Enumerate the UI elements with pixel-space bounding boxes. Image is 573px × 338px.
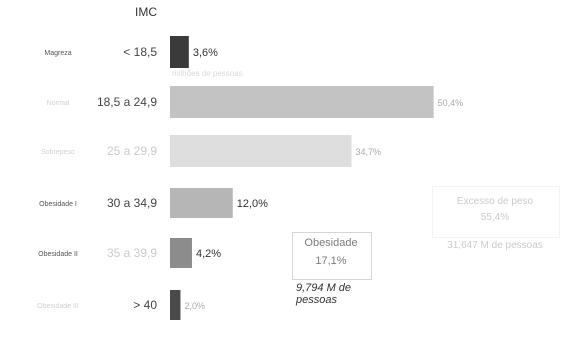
bar <box>170 135 352 167</box>
obesity-callout-label: Obesidade <box>304 237 358 249</box>
obesity-callout-note: 9,794 M de pessoas <box>296 282 352 306</box>
category-range: 35 a 39,9 <box>107 246 157 260</box>
chart-title: IMC <box>135 5 157 19</box>
category-name: Obesidade I <box>39 201 77 208</box>
overweight-callout-label: Excesso de peso <box>456 196 534 207</box>
category-range: < 18,5 <box>123 45 157 59</box>
overweight-callout-box <box>432 186 560 238</box>
value-label: 12,0% <box>237 198 268 210</box>
value-label: 3,6% <box>193 47 218 59</box>
category-name: Obesidade III <box>37 303 79 310</box>
category-range: 18,5 a 24,9 <box>97 95 157 109</box>
bar <box>170 36 189 68</box>
category-range: > 40 <box>133 298 157 312</box>
obesity-callout-box <box>292 232 372 280</box>
bar-rows: Magreza < 18,5 3,6% Normal 18,5 a 24,9 50,4% S… <box>37 36 463 320</box>
category-range: 30 a 34,9 <box>107 196 157 210</box>
value-label: 50,4% <box>438 98 464 108</box>
bar <box>170 188 233 218</box>
overweight-callout-note: 31,647 M de pessoas <box>447 240 543 251</box>
overweight-callout-value: 55,4% <box>480 212 510 223</box>
value-label: 2,0% <box>184 301 205 311</box>
value-label: 4,2% <box>196 248 221 260</box>
bar <box>170 290 181 320</box>
bar <box>170 86 434 118</box>
category-name: Normal <box>47 100 70 107</box>
bar <box>170 238 192 268</box>
obesity-callout-value: 17,1% <box>315 255 347 267</box>
value-label: 34,7% <box>356 147 382 157</box>
category-range: 25 a 29,9 <box>107 144 157 158</box>
sub-caption: milhões de pessoas <box>172 69 243 78</box>
category-name: Sobrepeso <box>41 149 75 156</box>
category-name: Obesidade II <box>38 251 78 258</box>
category-name: Magreza <box>44 50 71 57</box>
